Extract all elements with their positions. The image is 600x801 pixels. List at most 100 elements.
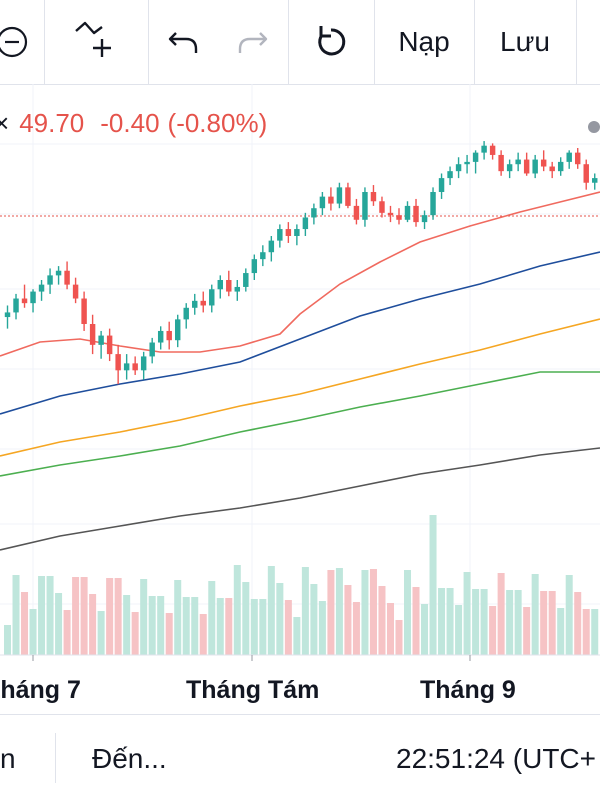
candle-body [370, 192, 377, 202]
volume-bar [131, 612, 139, 655]
volume-bar [489, 606, 497, 655]
volume-bar [540, 591, 548, 655]
volume-bar [446, 588, 454, 655]
candle-body [319, 196, 326, 209]
candle-body [328, 196, 334, 204]
legend-close-icon[interactable]: × [0, 107, 10, 138]
candle-body [81, 298, 87, 324]
candle-body [47, 275, 53, 285]
candle-body [515, 159, 521, 165]
volume-bar [335, 568, 343, 655]
candle-body [243, 273, 249, 287]
volume-bar [259, 599, 267, 655]
volume-bar [472, 589, 480, 655]
candle-body [430, 192, 436, 216]
zoom-out-button[interactable] [0, 0, 45, 84]
volume-bar [267, 566, 275, 655]
load-button[interactable]: Nạp [374, 0, 475, 84]
ma-green-line [0, 371, 600, 477]
volume-bar [361, 570, 369, 655]
volume-bar [4, 625, 12, 655]
volume-bar [318, 601, 326, 655]
volume-bar [199, 614, 207, 655]
candle-body [268, 240, 275, 253]
candle-body [251, 259, 258, 274]
volume-bar [55, 593, 63, 655]
candle-body [157, 330, 164, 343]
volume-bar [165, 613, 173, 655]
clock[interactable]: 22:51:24 (UTC+ [396, 743, 596, 774]
candle-body [311, 208, 317, 218]
legend-change: -0.40 [100, 107, 160, 138]
candle-body [549, 166, 555, 172]
candle-body [438, 178, 445, 192]
volume-bar [208, 581, 216, 655]
undo-icon [168, 32, 198, 53]
volume-bar [301, 567, 309, 655]
candle-body [481, 145, 487, 153]
volume-bar [327, 570, 335, 655]
candle-body [285, 229, 292, 236]
volume-bar [123, 595, 131, 655]
time-axis-label: Tháng Tám [186, 676, 319, 704]
candle-body [13, 298, 19, 313]
volume-bar [29, 609, 37, 655]
candle-body [30, 291, 36, 304]
candle-body [464, 161, 470, 165]
legend-dot-icon[interactable] [588, 121, 600, 133]
volume-bar [63, 610, 71, 655]
volume-bar [438, 588, 446, 655]
add-indicator-button[interactable] [44, 0, 149, 84]
candle-body [183, 307, 189, 320]
range-label-cut[interactable]: n [0, 743, 16, 774]
candle-body [4, 312, 11, 318]
candle-body [413, 205, 419, 223]
volume-bar [557, 608, 565, 655]
candle-body [540, 159, 547, 167]
volume-bar [114, 578, 122, 655]
volume-bar [455, 605, 463, 655]
candle-body [362, 192, 368, 220]
price-chart[interactable]: tháng 7 Tháng Tám Tháng 9 [0, 84, 600, 714]
volume-bar [157, 596, 165, 655]
volume-bar [548, 591, 556, 655]
volume-bar [378, 586, 386, 655]
volume-bar [242, 582, 250, 655]
volume-bar [12, 575, 20, 655]
indicator-add-icon [75, 21, 111, 57]
save-button[interactable]: Lưu [474, 0, 577, 84]
candle-body [115, 354, 121, 371]
volume-bar [97, 611, 105, 655]
goto-date-button[interactable]: Đến... [92, 743, 167, 774]
candle-body [489, 145, 496, 155]
candle-body [472, 152, 479, 162]
redo-button[interactable] [216, 0, 289, 84]
candle-body [404, 205, 411, 220]
time-axis: tháng 7 Tháng Tám Tháng 9 [0, 655, 516, 704]
volume-bar [506, 590, 514, 655]
candle-body [532, 159, 538, 174]
volume-bar [591, 609, 599, 655]
undo-button[interactable] [148, 0, 220, 84]
reset-button[interactable] [288, 0, 375, 84]
volume-bar [46, 576, 54, 655]
candle-body [217, 280, 223, 290]
candle-body [192, 300, 198, 308]
candle-body [557, 161, 564, 172]
volume-bar [429, 515, 437, 655]
ma-blue-line [0, 251, 600, 415]
volume-bar [216, 598, 224, 655]
candle-body [277, 229, 283, 241]
volume-bar [480, 589, 488, 655]
reload-icon [318, 26, 346, 56]
candle-body [294, 229, 300, 236]
candle-body [336, 187, 343, 204]
volume-bar [89, 594, 97, 655]
candle-body [106, 335, 113, 355]
candle-body [55, 270, 62, 276]
candle-body [166, 330, 172, 341]
candle-body [302, 217, 309, 230]
volume-bar [369, 569, 377, 655]
candle-body [149, 342, 155, 357]
volume-bar [310, 584, 318, 655]
